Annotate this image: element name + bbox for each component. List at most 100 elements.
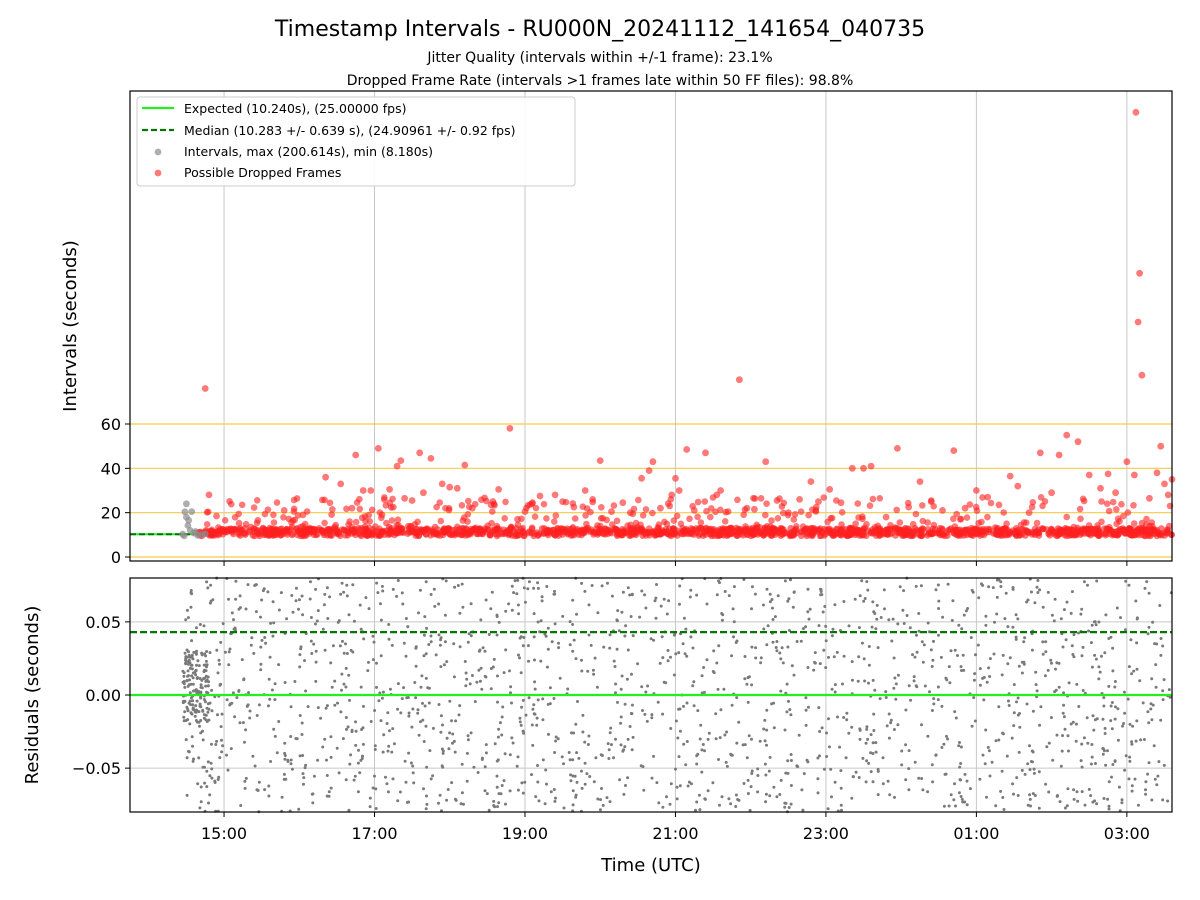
residual-point xyxy=(915,633,918,637)
dropped-band-point xyxy=(437,517,445,525)
residual-point xyxy=(674,652,678,656)
residual-point xyxy=(1006,662,1010,666)
residual-point xyxy=(887,712,891,716)
residual-point xyxy=(861,756,865,760)
residual-point xyxy=(384,775,387,779)
residual-point xyxy=(691,684,695,688)
residual-point xyxy=(860,579,864,583)
residual-point xyxy=(985,680,989,684)
residual-point xyxy=(445,736,449,740)
residual-point xyxy=(650,776,654,780)
residual-point xyxy=(904,778,908,782)
residual-point xyxy=(416,708,420,712)
residual-point xyxy=(259,668,263,672)
residual-point xyxy=(545,585,549,588)
residual-point xyxy=(414,646,418,650)
residual-point xyxy=(1038,588,1042,592)
residual-point xyxy=(689,588,693,592)
residual-point xyxy=(228,702,232,706)
residual-point xyxy=(644,690,648,694)
residual-point xyxy=(1130,789,1134,793)
dropped-band-point xyxy=(228,500,235,508)
residual-point xyxy=(357,748,360,752)
residual-point xyxy=(443,640,447,644)
dropped-band-point xyxy=(950,515,957,523)
residual-point xyxy=(361,754,364,758)
dropped-band-point xyxy=(727,524,734,532)
residual-point xyxy=(417,733,421,737)
residual-point xyxy=(277,720,281,723)
dropped-band-point xyxy=(966,501,974,508)
residual-point xyxy=(934,588,938,592)
residual-point xyxy=(1033,601,1037,605)
dropped-band-point xyxy=(281,527,289,534)
residual-point xyxy=(630,593,634,597)
residual-point xyxy=(970,724,974,728)
residual-point xyxy=(945,678,949,682)
dropped-band-point xyxy=(690,531,698,538)
residual-point xyxy=(468,682,472,686)
residual-point xyxy=(215,648,219,652)
residual-point xyxy=(277,608,281,612)
residual-point xyxy=(1070,644,1074,648)
residual-point xyxy=(968,787,972,791)
residual-point xyxy=(203,652,207,656)
residual-point xyxy=(441,723,444,727)
top-axes-frame xyxy=(129,90,1173,562)
residual-point xyxy=(349,753,353,757)
dropped-point-47 xyxy=(649,458,657,466)
residual-point xyxy=(280,795,284,799)
residual-point xyxy=(827,717,830,721)
residual-point xyxy=(874,741,878,745)
residual-point xyxy=(254,610,258,614)
residual-point xyxy=(833,690,837,694)
dropped-point-39 xyxy=(581,487,589,494)
dropped-band-point xyxy=(613,517,621,525)
residual-point xyxy=(953,648,957,652)
residual-point xyxy=(866,588,870,592)
dropped-band-point xyxy=(820,494,828,501)
residual-point xyxy=(497,620,501,624)
residual-point xyxy=(956,654,959,657)
residual-point xyxy=(521,791,525,795)
residual-point xyxy=(458,611,462,615)
residual-point xyxy=(890,639,894,643)
residual-point xyxy=(204,684,208,688)
residual-point xyxy=(714,712,718,716)
residual-point xyxy=(711,781,715,785)
residual-point xyxy=(407,711,411,715)
dropped-band-point xyxy=(634,524,641,531)
residual-point xyxy=(601,803,605,807)
residual-point xyxy=(1028,744,1031,748)
residual-point xyxy=(1056,794,1059,797)
residual-point xyxy=(681,642,685,646)
residual-point xyxy=(881,782,885,786)
residual-point xyxy=(913,655,917,659)
dropped-band-point xyxy=(1076,505,1084,513)
residual-point xyxy=(1012,792,1015,796)
residual-point xyxy=(410,725,414,729)
residual-point xyxy=(945,734,948,738)
residual-point xyxy=(439,714,443,718)
residual-point xyxy=(294,599,298,603)
residual-point xyxy=(659,604,663,608)
residual-point xyxy=(791,605,795,609)
dropped-point-19 xyxy=(401,494,408,502)
dropped-band-point xyxy=(1146,522,1153,530)
dropped-band-point xyxy=(798,532,805,540)
residual-point xyxy=(640,685,644,689)
dropped-band-point xyxy=(368,532,376,539)
residual-point xyxy=(645,719,649,723)
top-x-ticks xyxy=(223,561,1128,566)
residual-point xyxy=(182,674,186,678)
residual-point xyxy=(954,716,958,720)
dropped-band-point xyxy=(356,495,363,503)
residual-point xyxy=(971,590,975,594)
residual-point xyxy=(390,750,394,754)
dropped-band-point xyxy=(460,514,468,521)
residual-point xyxy=(734,641,738,644)
residual-point xyxy=(1014,635,1018,639)
residual-point xyxy=(847,624,851,628)
